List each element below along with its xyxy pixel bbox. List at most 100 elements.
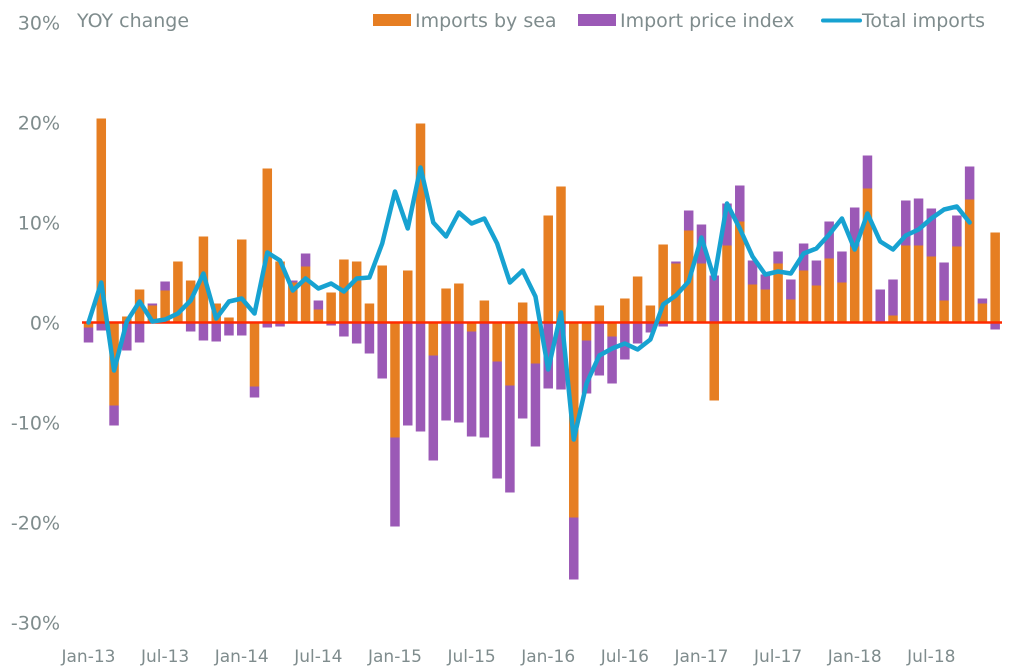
bar-import-price-index [479, 322, 490, 438]
bar-import-price-index [224, 322, 234, 336]
bar-import-price-index [147, 303, 158, 306]
bar-imports-by-sea [288, 282, 298, 323]
bar-imports-by-sea [632, 276, 643, 323]
bar-imports-by-sea [543, 215, 553, 323]
x-tick-label: Jul-17 [753, 647, 802, 667]
x-tick-label: Jul-13 [140, 647, 189, 667]
bar-import-price-index [939, 262, 949, 301]
bar-imports-by-sea [594, 305, 605, 323]
bar-import-price-index [862, 155, 873, 189]
bar-imports-by-sea [377, 265, 387, 323]
bar-imports-by-sea [364, 303, 375, 323]
bar-imports-by-sea [939, 300, 949, 323]
bar-imports-by-sea [786, 299, 796, 323]
bar-import-price-index [671, 261, 681, 264]
bar-imports-by-sea [466, 322, 477, 332]
bar-imports-by-sea [620, 298, 630, 323]
y-tick-label: -10% [11, 413, 60, 435]
legend-swatch-import-price-index [578, 14, 616, 26]
bar-import-price-index [505, 385, 515, 493]
bar-import-price-index [849, 207, 860, 247]
bar-import-price-index [466, 331, 477, 437]
bar-import-price-index [403, 322, 413, 426]
y-tick-label: 30% [18, 13, 60, 35]
bar-imports-by-sea [441, 288, 451, 323]
bar-import-price-index [160, 281, 170, 291]
bar-import-price-index [786, 279, 796, 300]
x-axis: Jan-13 Jul-13 Jan-14 Jul-14 Jan-15 Jul-15 Jan-… [61, 647, 956, 667]
bar-import-price-index [326, 322, 336, 326]
series-imports-by-sea [83, 118, 1000, 518]
bar-import-price-index [249, 386, 260, 398]
bar-imports-by-sea [556, 186, 566, 323]
bar-import-price-index [913, 198, 924, 246]
bar-import-price-index [313, 300, 324, 310]
bar-import-price-index [96, 322, 107, 331]
bar-imports-by-sea [735, 221, 745, 323]
bar-imports-by-sea [326, 292, 336, 323]
legend-item-total-imports[interactable]: Total imports [821, 10, 985, 32]
bar-import-price-index [683, 210, 694, 231]
bar-imports-by-sea [160, 290, 170, 323]
bar-imports-by-sea [658, 244, 668, 323]
bar-import-price-index [556, 322, 566, 390]
bar-import-price-index [735, 185, 745, 222]
bar-import-price-index [415, 322, 426, 432]
bar-import-price-index [198, 322, 209, 341]
bar-imports-by-sea [313, 309, 324, 323]
bar-imports-by-sea [530, 322, 541, 364]
legend-item-import-price-index[interactable]: Import price index [578, 10, 794, 32]
bar-import-price-index [339, 322, 349, 337]
bar-imports-by-sea [479, 300, 490, 323]
bar-imports-by-sea [249, 322, 260, 387]
bar-import-price-index [645, 322, 656, 333]
bar-import-price-index [428, 355, 439, 461]
bar-import-price-index [977, 298, 988, 304]
bar-import-price-index [773, 251, 783, 264]
y-tick-label: -20% [11, 513, 60, 535]
bar-imports-by-sea [837, 282, 847, 323]
bar-imports-by-sea [262, 168, 273, 323]
bar-import-price-index [837, 251, 847, 283]
x-tick-label: Jan-18 [827, 647, 882, 667]
bar-import-price-index [492, 361, 502, 479]
bar-imports-by-sea [581, 322, 592, 341]
bar-import-price-index [517, 322, 528, 419]
bar-imports-by-sea [977, 303, 988, 323]
legend-item-imports-by-sea[interactable]: Imports by sea [373, 10, 557, 32]
bar-import-price-index [236, 322, 247, 336]
bar-import-price-index [760, 274, 771, 290]
bar-imports-by-sea [798, 270, 809, 323]
bar-imports-by-sea [964, 199, 975, 323]
bar-imports-by-sea [990, 232, 1000, 323]
bar-imports-by-sea [147, 305, 158, 323]
bar-import-price-index [543, 322, 553, 389]
bar-import-price-index [364, 322, 375, 354]
bar-imports-by-sea [888, 315, 898, 323]
bar-imports-by-sea [517, 302, 528, 323]
bar-import-price-index [185, 322, 196, 332]
bar-import-price-index [722, 203, 732, 246]
bar-import-price-index [454, 322, 464, 423]
x-tick-label: Jul-18 [906, 647, 955, 667]
bar-import-price-index [632, 322, 643, 344]
bar-import-price-index [134, 322, 145, 343]
bar-import-price-index [569, 517, 579, 580]
bar-imports-by-sea [236, 239, 247, 323]
bar-imports-by-sea [351, 261, 362, 323]
x-tick-label: Jul-15 [446, 647, 495, 667]
bar-imports-by-sea [275, 261, 285, 323]
bar-imports-by-sea [173, 261, 183, 323]
y-tick-label: 0% [30, 313, 60, 335]
x-tick-label: Jan-15 [367, 647, 422, 667]
legend-swatch-imports-by-sea [373, 14, 411, 26]
bar-imports-by-sea [952, 246, 962, 323]
legend-label-import-price-index: Import price index [620, 10, 794, 32]
bar-imports-by-sea [96, 118, 107, 323]
y-axis: 30% 20% 10% 0% -10% -20% -30% [11, 13, 60, 635]
bar-import-price-index [747, 260, 758, 285]
bar-import-price-index [262, 322, 273, 328]
series-import-price-index [83, 155, 1000, 580]
bar-imports-by-sea [913, 245, 924, 323]
